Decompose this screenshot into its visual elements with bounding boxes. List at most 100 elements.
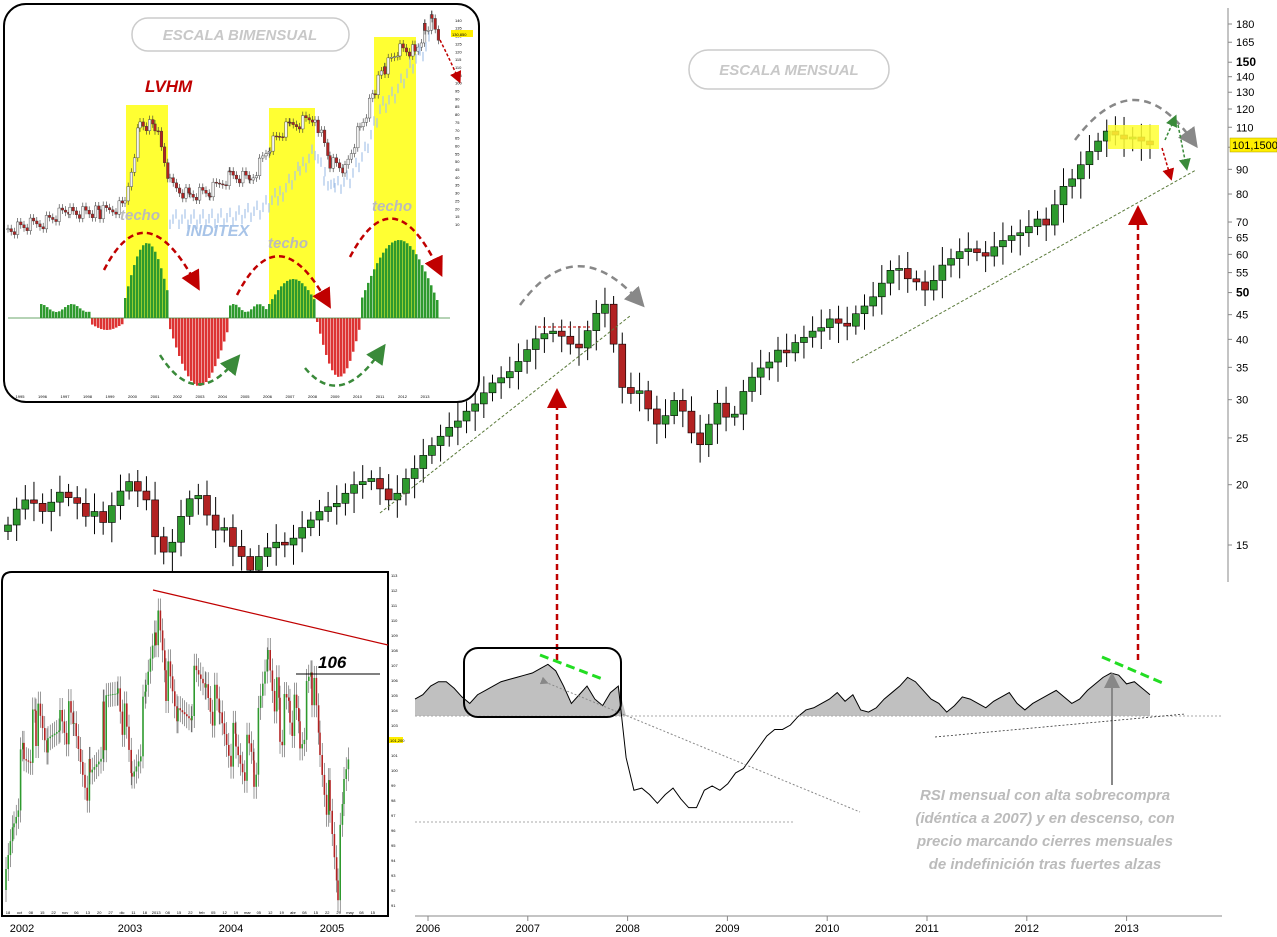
inset-osc-bar [433,292,436,318]
inset-osc-bar [190,318,193,381]
daily-price-tick-label: 105 [391,693,398,698]
inset-candle-body [48,215,52,218]
price-tick-label: 90 [1236,164,1248,176]
daily-candle-body [89,758,91,773]
daily-candle-body [32,709,34,763]
trendline-2010-2013 [851,169,1197,364]
inset-osc-bar [394,240,397,318]
candle-body [168,541,177,553]
daily-candle-body [339,824,341,901]
candle-body [350,484,358,494]
daily-candle-body [82,761,84,775]
inset-osc-bar [361,297,364,318]
daily-price-tick-label: 107 [391,663,398,668]
daily-candle-body [188,716,190,719]
inset-candle-body [404,47,408,53]
inset-candle-body [16,221,20,235]
inset-price-tick-label: 125 [455,41,462,46]
candle-body [116,490,125,506]
inset-osc-bar [430,285,433,318]
daily-candle-body [116,693,118,695]
year-tick-label: 2011 [915,923,939,935]
inset-osc-bar [328,318,331,364]
daily-candle-body [279,697,281,742]
daily-candle-body [186,714,188,717]
inset-price-tick-label: 140 [455,18,462,23]
inset-candle-body [307,117,311,121]
inset-candle-body [316,119,320,134]
inset-candle-body [51,217,55,220]
rsi-note: RSI mensual con alta sobrecompra (idénti… [915,787,1174,873]
daily-candle-body [19,749,22,811]
inset-candle-body [64,209,68,213]
inset-osc-bar [67,305,70,318]
daily-price-tick-label: 101 [391,753,398,758]
daily-candle-body [331,810,333,835]
daily-price-tick-label: 112 [391,588,398,593]
year-tick-label: 2010 [815,923,839,935]
inset-candle-body [153,123,157,132]
level-106-label: 106 [318,653,347,672]
candle-body [687,410,696,434]
candle-body [774,349,782,363]
daily-date-tick-label: 15 [177,910,182,915]
inset-osc-bar [418,259,421,318]
daily-candle-body [103,701,105,751]
inset-candle-body [104,205,108,208]
inset-candle-body [234,174,238,180]
inset-candle-body [184,187,188,199]
inset-candle-body [376,74,380,95]
candle-body [367,478,376,482]
candle-body [497,377,505,384]
candle-body [38,503,47,512]
rsi-note-pointer-2007 [539,676,861,813]
candle-body [869,296,877,307]
inset-osc-bar [253,306,256,318]
daily-price-tick-label: 91 [391,903,396,908]
daily-candle-body [100,758,102,762]
daily-candle-body [17,810,20,817]
daily-candle-body [131,773,133,777]
daily-candle-body [91,769,93,773]
daily-candle-body [329,780,331,811]
candle-body [384,488,393,501]
candle-body [704,423,713,446]
daily-candle-body [151,645,154,659]
inset-price-tick-label: 85 [455,104,460,109]
daily-price-tick-label: 109 [391,633,398,638]
techo-label-3: techo [372,198,412,215]
daily-candle-body [117,688,119,694]
inset-osc-bar [241,310,244,318]
daily-candle-body [75,723,77,737]
inset-osc-bar [97,318,100,328]
inset-osc-bar [145,243,148,318]
price-tick-label: 120 [1236,104,1254,116]
inset-osc-bar [229,305,232,318]
daily-candle-body [281,741,283,746]
inset-candle-body [401,43,405,49]
daily-date-tick-label: 08 [165,910,170,915]
candle-body [90,511,99,517]
daily-candle-body [223,723,226,735]
down-green-arrow [1177,124,1191,171]
daily-date-axis: 18 oct 08 15 22 nov 06 13 20 27 dic 11 18 2013 08 15 22 f… [6,910,376,915]
candle-body [341,492,350,504]
daily-candle-body [155,632,157,646]
daily-price-tick-label: 103 [391,723,398,728]
inset-candle-body [284,121,288,138]
main-scale-pill [688,49,890,90]
inset-osc-bar [403,241,406,318]
daily-candle-body [34,709,36,711]
rsi-overbought-area [415,664,1150,716]
daily-candle-body [140,756,142,762]
inset-candle-body [304,115,308,118]
inset-price-tick-label: 60 [455,143,460,148]
inset-candle-body [268,150,272,153]
candle-body [860,305,869,315]
year-tick-label: 2012 [1015,923,1039,935]
inset-osc-bar [163,278,166,318]
inset-candle-body [191,194,195,198]
daily-candle-body [84,774,86,788]
daily-candle-body [257,707,260,775]
